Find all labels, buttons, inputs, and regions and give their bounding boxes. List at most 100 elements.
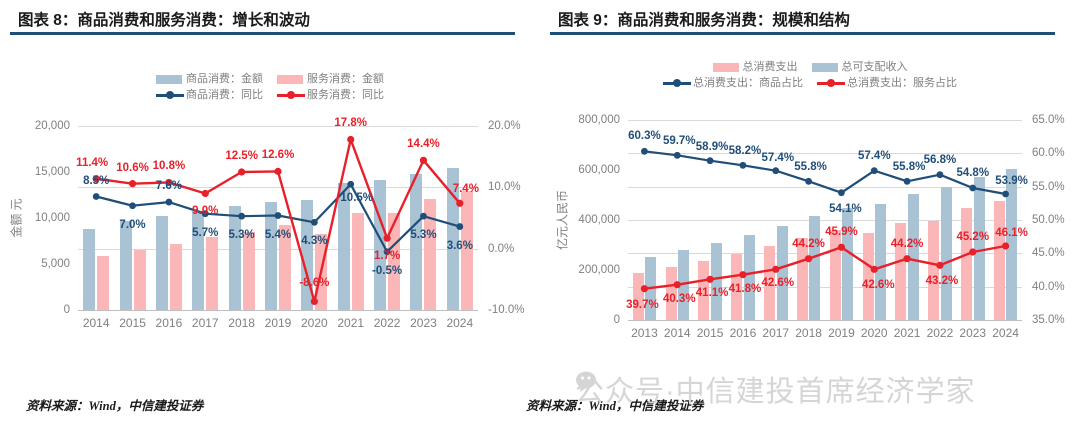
gridline: [628, 286, 1022, 288]
line-marker: [456, 199, 464, 207]
figure-9-panel: 图表 9：商品消费和服务消费：规模和结构 总消费支出 总可支配收入 总消费支出：商品…: [526, 0, 1080, 430]
legend-goods-amount[interactable]: 商品消费：金额: [156, 72, 263, 87]
x-axis-tick: 2021: [893, 326, 921, 340]
legend-row: 总消费支出：商品占比 总消费支出：服务占比: [540, 76, 1080, 92]
data-label: 55.8%: [794, 161, 827, 174]
line-marker: [805, 177, 812, 185]
legend-swatch: [811, 63, 838, 72]
bar-series-1: [731, 253, 743, 320]
bar-series-1: [796, 238, 808, 320]
bar-series-1: [862, 233, 874, 320]
x-axis-tick: 2018: [228, 316, 255, 330]
bar-series-1: [895, 222, 907, 320]
data-label: 58.9%: [695, 140, 729, 153]
line-marker: [936, 261, 944, 269]
bar-series-1: [632, 272, 644, 320]
bar-series-2: [875, 203, 886, 320]
bar-series-2: [1006, 168, 1018, 320]
y-axis-tick-right: -10.0%: [488, 304, 525, 316]
legend-label: 服务消费：同比: [307, 88, 384, 101]
line-path: [644, 150, 1006, 196]
x-axis-tick: 2013: [631, 326, 658, 340]
y-axis-tick-right: 50.0%: [1032, 214, 1065, 226]
line-marker: [739, 161, 747, 169]
line-marker: [347, 180, 355, 188]
y-axis-tick-right: 20.0%: [488, 120, 521, 132]
data-label: 5.3%: [228, 229, 255, 242]
legend-swatch: [277, 75, 303, 84]
x-axis-tick: 2015: [696, 326, 724, 340]
legend-total-expenditure[interactable]: 总消费支出: [712, 60, 798, 75]
bar-series-2: [424, 198, 437, 310]
line-marker: [238, 168, 246, 176]
line-marker: [165, 178, 173, 187]
legend-line-marker: [663, 78, 691, 88]
data-label: 7.6%: [155, 180, 183, 193]
bar-series-1: [410, 173, 423, 310]
y-axis-tick-left: 800,000: [578, 114, 620, 126]
bar-series-2: [776, 226, 788, 320]
y-axis-tick-right: 0.0%: [488, 242, 515, 255]
x-axis-tick: 2022: [926, 326, 954, 340]
line-marker: [128, 180, 137, 188]
data-label: 4.3%: [301, 235, 328, 248]
line-series-overlay: [92, 135, 464, 306]
figure-8-legend: 商品消费：金额 服务消费：金额商品消费：同比 服务消费：同比: [0, 72, 540, 103]
line-path: [644, 244, 1006, 290]
legend-total-disposable-income[interactable]: 总可支配收入: [811, 60, 908, 75]
legend-services-amount[interactable]: 服务消费：金额: [277, 72, 384, 87]
data-label: 60.3%: [628, 130, 661, 143]
line-marker: [201, 210, 209, 218]
legend-row: 总消费支出 总可支配收入: [540, 60, 1080, 76]
y-axis-tick-left: 400,000: [578, 214, 620, 226]
bar-series-2: [907, 193, 919, 320]
line-marker: [706, 275, 714, 283]
y-axis-tick-right: 45.0%: [1032, 247, 1065, 260]
x-axis-tick: 2015: [119, 316, 146, 330]
figure-8-plot: 0 5,000 10,000 15,000 20,000 -10.0% 0.0% 10.0% 2…: [0, 117, 540, 348]
x-axis-tick: 2019: [264, 316, 292, 330]
legend-label: 商品消费：同比: [186, 88, 263, 101]
line-marker: [238, 212, 246, 220]
bar-series-2: [388, 213, 401, 310]
x-axis-tick: 2020: [860, 326, 888, 340]
bar-series-1: [446, 168, 459, 310]
x-axis-tick: 2014: [82, 316, 110, 330]
bar-series-1: [301, 199, 314, 310]
bar-series-1: [265, 202, 277, 310]
gridline: [78, 187, 478, 189]
legend-goods-yoy[interactable]: 商品消费：同比: [156, 88, 263, 103]
line-marker: [641, 147, 648, 155]
line-marker: [739, 271, 747, 279]
data-label: 44.2%: [890, 237, 924, 250]
bar-series-2: [460, 191, 473, 310]
line-marker: [129, 202, 136, 210]
data-label: 59.7%: [662, 135, 696, 148]
line-marker: [838, 189, 845, 197]
data-label: 42.6%: [761, 277, 795, 290]
x-axis-tick: 2024: [992, 326, 1019, 340]
bar-series-1: [337, 183, 350, 310]
bar-series-1: [698, 260, 710, 320]
data-label: 12.5%: [225, 150, 258, 162]
legend-label: 服务消费：金额: [307, 73, 384, 85]
x-axis-tick: 2022: [373, 316, 401, 330]
legend-goods-share[interactable]: 总消费支出：商品占比: [663, 76, 803, 91]
gridline: [628, 220, 1022, 221]
legend-row: 商品消费：金额 服务消费：金额: [0, 72, 540, 88]
line-marker: [706, 157, 714, 165]
figure-9-plot: 0 200,000 400,000 600,000 800,000 35.0% 40.0% 4…: [540, 110, 1080, 360]
gridline: [628, 153, 1022, 155]
data-label: 56.8%: [923, 153, 957, 166]
data-label: 3.6%: [446, 239, 473, 252]
legend-services-share[interactable]: 总消费支出：服务占比: [817, 76, 957, 91]
data-label: 54.8%: [956, 167, 990, 179]
data-label: 8.5%: [83, 174, 110, 187]
line-marker: [804, 255, 813, 263]
legend-swatch: [156, 75, 182, 84]
line-marker: [772, 265, 780, 273]
x-axis-tick: 2023: [410, 316, 437, 330]
bar-series-2: [940, 187, 952, 320]
legend-services-yoy[interactable]: 服务消费：同比: [277, 88, 384, 103]
